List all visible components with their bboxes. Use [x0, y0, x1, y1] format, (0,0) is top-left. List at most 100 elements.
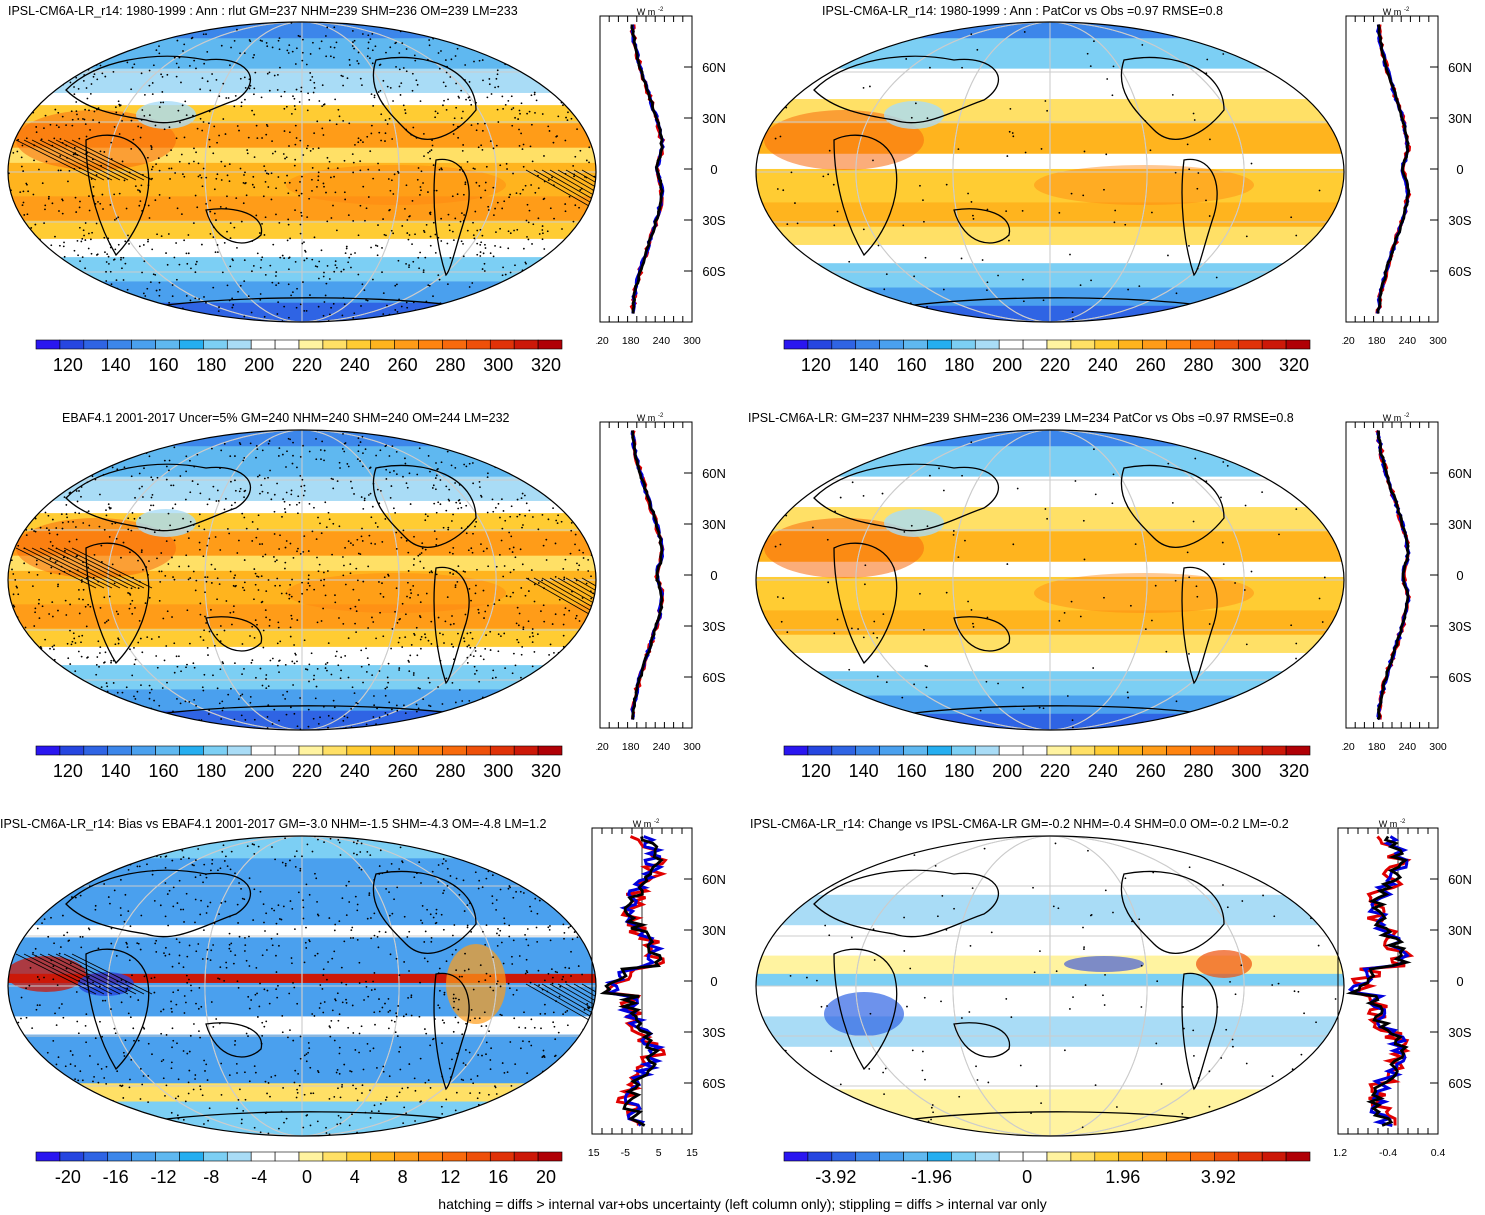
stipple-dot — [103, 1077, 106, 1079]
stipple-dot — [402, 1015, 405, 1018]
stipple-dot — [351, 153, 354, 156]
stipple-dot — [86, 656, 89, 659]
stipple-dot — [179, 121, 181, 124]
colorbar-box — [418, 1151, 443, 1162]
stipple-dot — [79, 260, 81, 263]
stipple-dot — [422, 269, 425, 272]
stipple-dot — [220, 160, 223, 163]
stipple-dot — [133, 646, 135, 649]
colorbar-label: 200 — [244, 761, 274, 781]
stipple-dot — [254, 619, 257, 622]
stipple-dot — [337, 1019, 340, 1022]
colorbar-box — [442, 339, 467, 350]
stipple-dot — [1250, 570, 1253, 573]
stipple-dot — [514, 556, 517, 559]
stipple-dot — [166, 263, 169, 266]
stipple-dot — [540, 610, 542, 613]
stipple-dot — [97, 107, 100, 110]
stipple-dot — [345, 884, 348, 887]
stipple-dot — [486, 547, 488, 550]
stipple-dot — [544, 1012, 546, 1015]
stipple-dot — [61, 115, 64, 118]
stipple-dot — [268, 1002, 271, 1005]
stipple-dot — [302, 550, 305, 553]
stipple-dot — [461, 975, 463, 978]
stipple-dot — [50, 572, 52, 575]
stipple-dot — [393, 1020, 396, 1023]
stipple-dot — [109, 204, 112, 206]
stipple-dot — [272, 243, 275, 246]
stipple-dot — [404, 712, 407, 715]
stipple-dot — [1066, 695, 1069, 697]
profile-x-label: 180 — [1368, 741, 1386, 753]
stipple-dot — [93, 110, 96, 113]
stipple-dot — [168, 953, 171, 956]
stipple-dot — [237, 290, 239, 293]
stipple-dot — [392, 232, 395, 235]
stipple-dot — [441, 1042, 443, 1045]
stipple-dot — [503, 565, 506, 567]
stipple-dot — [1032, 886, 1034, 889]
stipple-dot — [384, 518, 387, 520]
stipple-dot — [905, 58, 908, 60]
stipple-dot — [234, 479, 236, 482]
stipple-dot — [911, 1049, 914, 1052]
stipple-dot — [190, 989, 193, 992]
stipple-dot — [341, 897, 344, 900]
stipple-dot — [485, 1041, 488, 1044]
colorbar-label: 280 — [1183, 761, 1213, 781]
stipple-dot — [142, 1026, 145, 1029]
stipple-dot — [194, 859, 197, 862]
stipple-dot — [446, 884, 449, 887]
stipple-dot — [1126, 691, 1129, 694]
stipple-dot — [485, 1053, 487, 1056]
stipple-dot — [278, 221, 281, 224]
colorbar-box — [418, 745, 443, 756]
stipple-dot — [379, 592, 382, 595]
stipple-dot — [239, 52, 241, 55]
profile-x-label: 120 — [596, 741, 609, 753]
stipple-dot — [316, 952, 319, 955]
stipple-dot — [952, 530, 955, 532]
stipple-dot — [478, 185, 481, 187]
stipple-dot — [71, 640, 74, 643]
stipple-dot — [65, 967, 68, 970]
stipple-dot — [1188, 576, 1191, 579]
stipple-dot — [226, 174, 229, 177]
stipple-dot — [516, 638, 519, 641]
hatch-line — [71, 139, 153, 181]
stipple-dot — [827, 173, 830, 176]
stipple-dot — [434, 110, 437, 113]
stipple-dot — [69, 81, 72, 84]
stipple-dot — [873, 959, 876, 961]
profile-curve — [630, 24, 664, 314]
stipple-dot — [115, 610, 118, 613]
stipple-dot — [373, 912, 376, 915]
stipple-dot — [374, 244, 377, 247]
stipple-dot — [141, 651, 144, 654]
stipple-dot — [205, 33, 207, 36]
stipple-dot — [389, 46, 392, 49]
stipple-dot — [177, 1117, 180, 1120]
stipple-dot — [570, 529, 573, 532]
stipple-dot — [401, 861, 404, 864]
stipple-dot — [509, 232, 512, 235]
stipple-dot — [313, 132, 316, 135]
stipple-dot — [89, 1055, 91, 1057]
stipple-dot — [511, 551, 514, 553]
map-border — [755, 429, 1345, 731]
stipple-dot — [95, 222, 98, 225]
stipple-dot — [255, 214, 258, 217]
stipple-dot — [170, 1067, 173, 1070]
stipple-dot — [170, 1111, 173, 1114]
stipple-dot — [1197, 1077, 1200, 1079]
stipple-dot — [520, 676, 522, 679]
stipple-dot — [198, 1030, 200, 1033]
stipple-dot — [294, 143, 297, 146]
stipple-dot — [432, 221, 435, 224]
stipple-dot — [362, 507, 365, 510]
stipple-dot — [38, 617, 41, 619]
stipple-dot — [188, 162, 190, 165]
stipple-dot — [341, 314, 344, 317]
stipple-dot — [369, 38, 372, 41]
